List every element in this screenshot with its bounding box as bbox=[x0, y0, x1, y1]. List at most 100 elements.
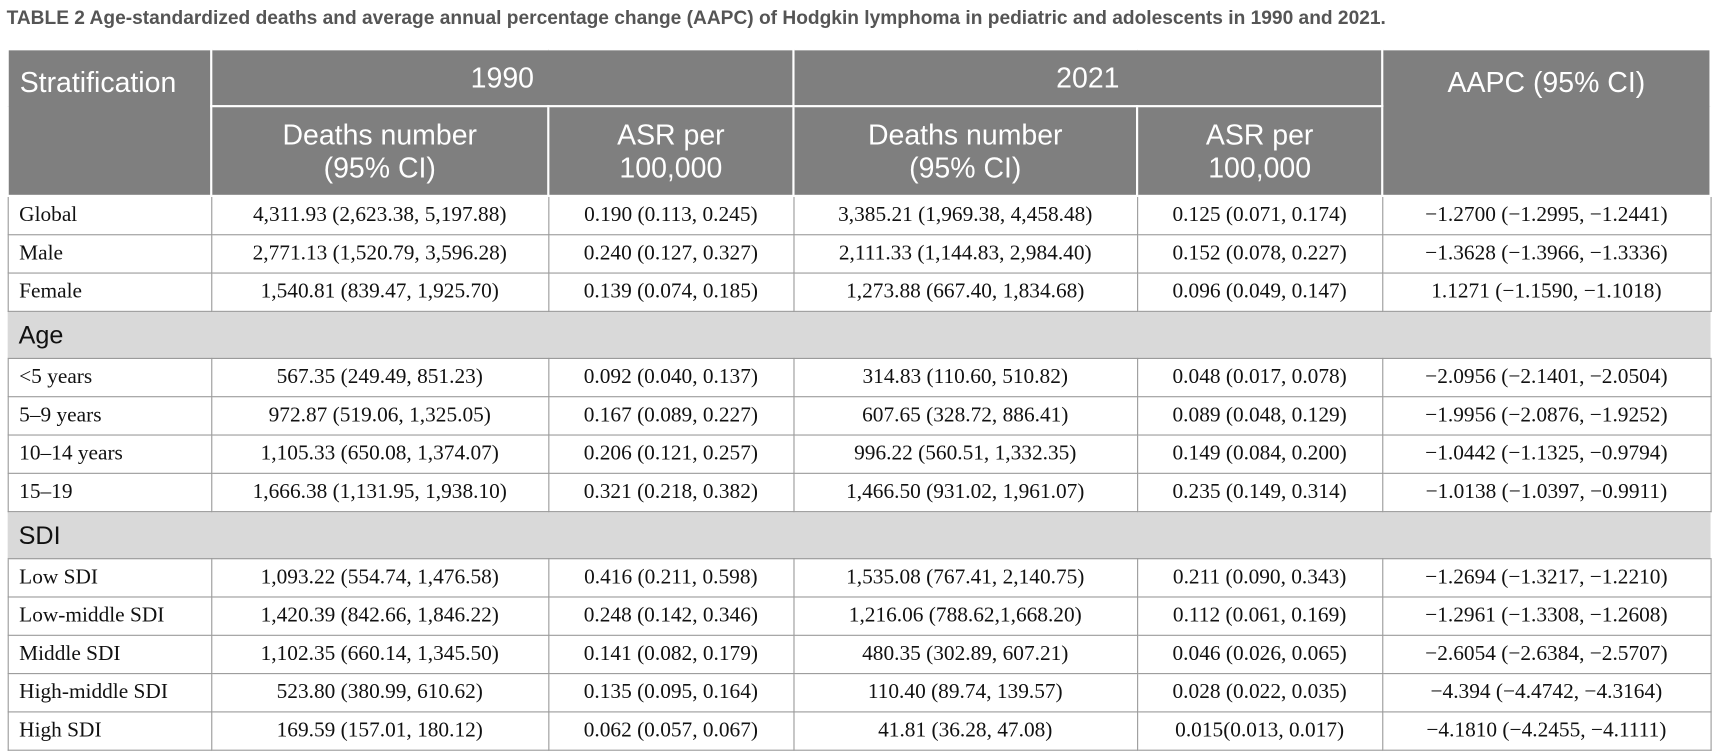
header-text: Deaths number (95% CI) bbox=[282, 118, 478, 184]
data-row: Male 2,771.13 (1,520.79, 3,596.28) 0.240 (… bbox=[7, 234, 1712, 274]
data-cell: 1,102.35 (660.14, 1,345.50) bbox=[210, 634, 549, 675]
data-cell: 0.167 (0.089, 0.227) bbox=[547, 396, 794, 436]
data-table: Stratification 1990 2021 AAPC (95% CI) D… bbox=[6, 48, 1712, 751]
data-cell: 1,216.06 (788.62,1,668.20) bbox=[792, 596, 1138, 636]
data-cell: 996.22 (560.51, 1,332.35) bbox=[792, 434, 1138, 474]
header-text: Deaths number (95% CI) bbox=[867, 118, 1063, 184]
data-row: High SDI 169.59 (157.01, 180.12) 0.062 (0.… bbox=[7, 711, 1712, 751]
row-label: Low SDI bbox=[7, 558, 212, 598]
data-cell: 0.206 (0.121, 0.257) bbox=[547, 434, 794, 474]
data-cell: 110.40 (89.74, 139.57) bbox=[792, 673, 1138, 713]
table-header: Stratification 1990 2021 AAPC (95% CI) D… bbox=[6, 48, 1712, 197]
table-body: Global 4,311.93 (2,623.38, 5,197.88) 0.190… bbox=[7, 195, 1712, 751]
data-cell: 1,535.08 (767.41, 2,140.75) bbox=[792, 558, 1138, 598]
row-label: Global bbox=[7, 195, 212, 236]
header-text: ASR per 100,000 bbox=[617, 118, 725, 184]
data-cell: 2,771.13 (1,520.79, 3,596.28) bbox=[210, 234, 549, 274]
data-cell: 0.211 (0.090, 0.343) bbox=[1136, 558, 1383, 598]
data-cell: 2,111.33 (1,144.83, 2,984.40) bbox=[792, 234, 1138, 274]
header-cell: 2021 bbox=[792, 48, 1384, 108]
row-label: Low-middle SDI bbox=[7, 596, 212, 636]
data-cell: −4.394 (−4.4742, −4.3164) bbox=[1381, 673, 1712, 713]
data-cell: 0.092 (0.040, 0.137) bbox=[547, 357, 794, 398]
header-cell: AAPC (95% CI) bbox=[1381, 48, 1712, 197]
data-row: 15–19 1,666.38 (1,131.95, 1,938.10) 0.321 … bbox=[7, 472, 1712, 513]
row-label: High SDI bbox=[7, 711, 212, 751]
row-label: 5–9 years bbox=[7, 396, 212, 436]
data-cell: −1.2694 (−1.3217, −1.2210) bbox=[1381, 558, 1712, 598]
data-cell: −2.6054 (−2.6384, −2.5707) bbox=[1381, 634, 1712, 675]
header-text: ASR per 100,000 bbox=[1205, 118, 1314, 184]
data-cell: −4.1810 (−4.2455, −4.1111) bbox=[1381, 711, 1712, 751]
data-row: 10–14 years 1,105.33 (650.08, 1,374.07) 0.… bbox=[7, 434, 1712, 474]
data-cell: 0.190 (0.113, 0.245) bbox=[547, 195, 794, 236]
data-cell: 0.248 (0.142, 0.346) bbox=[547, 596, 794, 636]
row-label: Male bbox=[7, 234, 212, 274]
data-cell: 1,540.81 (839.47, 1,925.70) bbox=[210, 272, 549, 312]
data-cell: −1.0442 (−1.1325, −0.9794) bbox=[1381, 434, 1712, 474]
data-cell: 0.112 (0.061, 0.169) bbox=[1136, 596, 1383, 636]
data-cell: 1.1271 (−1.1590, −1.1018) bbox=[1381, 272, 1712, 312]
data-cell: −2.0956 (−2.1401, −2.0504) bbox=[1381, 357, 1712, 398]
header-cell: Stratification bbox=[6, 48, 213, 197]
header-row: Deaths number (95% CI) ASR per 100,000 D… bbox=[8, 105, 1711, 197]
data-cell: 0.139 (0.074, 0.185) bbox=[547, 272, 794, 312]
data-row: <5 years 567.35 (249.49, 851.23) 0.092 (0.… bbox=[7, 357, 1712, 398]
data-cell: 0.149 (0.084, 0.200) bbox=[1136, 434, 1383, 474]
data-cell: 972.87 (519.06, 1,325.05) bbox=[210, 396, 549, 436]
data-cell: 480.35 (302.89, 607.21) bbox=[792, 634, 1138, 675]
data-cell: 1,466.50 (931.02, 1,961.07) bbox=[792, 472, 1138, 513]
row-label: 10–14 years bbox=[7, 434, 212, 474]
header-row: Stratification 1990 2021 AAPC (95% CI) bbox=[6, 48, 1712, 197]
data-cell: 0.141 (0.082, 0.179) bbox=[547, 634, 794, 675]
data-cell: 0.062 (0.057, 0.067) bbox=[547, 711, 794, 751]
data-cell: 0.240 (0.127, 0.327) bbox=[547, 234, 794, 274]
data-cell: 0.048 (0.017, 0.078) bbox=[1136, 357, 1383, 398]
data-cell: 1,093.22 (554.74, 1,476.58) bbox=[210, 558, 549, 598]
row-label: Middle SDI bbox=[7, 634, 212, 675]
data-row: 5–9 years 972.87 (519.06, 1,325.05) 0.167 … bbox=[7, 396, 1712, 436]
data-cell: 1,666.38 (1,131.95, 1,938.10) bbox=[210, 472, 549, 513]
data-cell: 1,273.88 (667.40, 1,834.68) bbox=[792, 272, 1138, 312]
header-cell: ASR per 100,000 bbox=[1135, 105, 1384, 197]
data-cell: 523.80 (380.99, 610.62) bbox=[210, 673, 549, 713]
data-cell: −1.9956 (−2.0876, −1.9252) bbox=[1381, 396, 1712, 436]
data-cell: 1,105.33 (650.08, 1,374.07) bbox=[210, 434, 549, 474]
data-cell: 0.235 (0.149, 0.314) bbox=[1136, 472, 1383, 513]
data-row: Low-middle SDI 1,420.39 (842.66, 1,846.22… bbox=[7, 596, 1712, 636]
data-cell: 0.028 (0.022, 0.035) bbox=[1136, 673, 1383, 713]
row-label: 15–19 bbox=[7, 472, 212, 513]
data-cell: 0.152 (0.078, 0.227) bbox=[1136, 234, 1383, 274]
data-cell: 0.321 (0.218, 0.382) bbox=[547, 472, 794, 513]
data-cell: 41.81 (36.28, 47.08) bbox=[792, 711, 1138, 751]
row-label: Female bbox=[7, 272, 212, 312]
header-cell: ASR per 100,000 bbox=[547, 105, 795, 197]
data-row: High-middle SDI 523.80 (380.99, 610.62) 0.… bbox=[7, 673, 1712, 713]
table-title: TABLE 2 Age-standardized deaths and aver… bbox=[6, 6, 1386, 29]
data-cell: −1.0138 (−1.0397, −0.9911) bbox=[1381, 472, 1712, 513]
data-cell: 567.35 (249.49, 851.23) bbox=[210, 357, 549, 398]
section-label: Age bbox=[7, 310, 1711, 359]
section-row: SDI bbox=[7, 511, 1711, 560]
data-cell: 0.135 (0.095, 0.164) bbox=[547, 673, 794, 713]
data-cell: 607.65 (328.72, 886.41) bbox=[792, 396, 1138, 436]
data-cell: 4,311.93 (2,623.38, 5,197.88) bbox=[210, 195, 549, 236]
header-cell: Deaths number (95% CI) bbox=[210, 105, 550, 197]
row-label: <5 years bbox=[7, 357, 212, 398]
data-cell: 1,420.39 (842.66, 1,846.22) bbox=[210, 596, 549, 636]
data-cell: 3,385.21 (1,969.38, 4,458.48) bbox=[792, 195, 1138, 236]
data-cell: −1.2961 (−1.3308, −1.2608) bbox=[1381, 596, 1712, 636]
data-cell: 0.416 (0.211, 0.598) bbox=[547, 558, 794, 598]
data-row: Global 4,311.93 (2,623.38, 5,197.88) 0.190… bbox=[7, 195, 1712, 236]
data-cell: −1.2700 (−1.2995, −1.2441) bbox=[1381, 195, 1712, 236]
section-label: SDI bbox=[7, 511, 1711, 560]
data-cell: −1.3628 (−1.3966, −1.3336) bbox=[1381, 234, 1712, 274]
data-cell: 0.096 (0.049, 0.147) bbox=[1136, 272, 1383, 312]
data-cell: 0.125 (0.071, 0.174) bbox=[1136, 195, 1383, 236]
data-row: Low SDI 1,093.22 (554.74, 1,476.58) 0.416 … bbox=[7, 558, 1712, 598]
data-row: Middle SDI 1,102.35 (660.14, 1,345.50) 0.1… bbox=[7, 634, 1712, 675]
row-label: High-middle SDI bbox=[7, 673, 212, 713]
data-cell: 169.59 (157.01, 180.12) bbox=[210, 711, 549, 751]
